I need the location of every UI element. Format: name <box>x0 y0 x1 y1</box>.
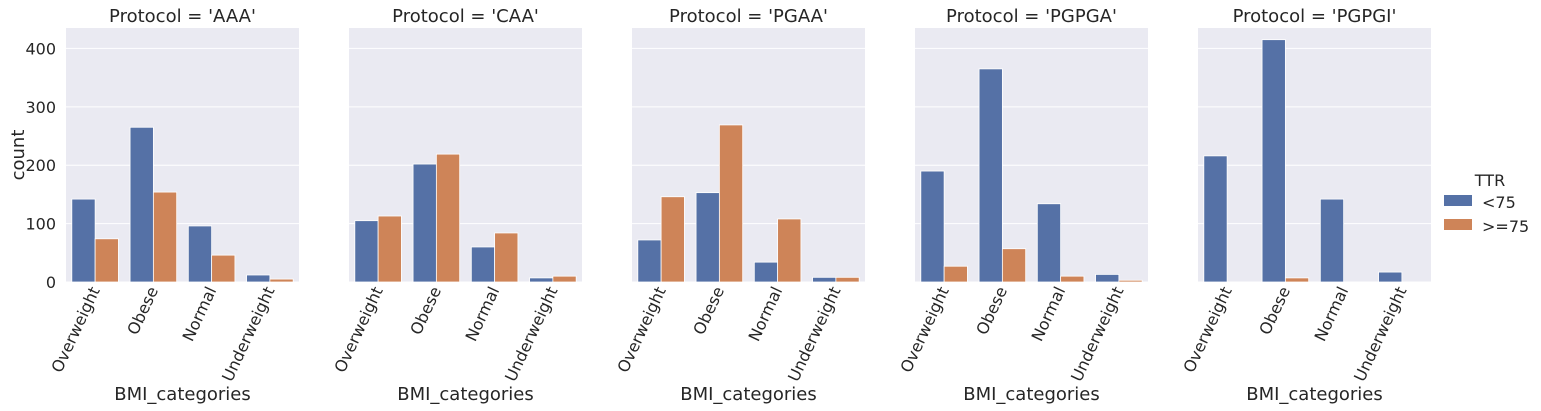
bar <box>354 220 379 283</box>
bar <box>1203 155 1228 283</box>
x-tick-label: Obese <box>1255 284 1294 338</box>
x-tick-label: Obese <box>123 284 162 338</box>
x-axis-label: BMI_categories <box>1246 384 1383 405</box>
panel-title: Protocol = 'PGPGI' <box>1233 6 1397 27</box>
x-tick-label: Obese <box>972 284 1011 338</box>
x-tick-label: Obese <box>689 284 728 338</box>
panel-background <box>1198 28 1431 282</box>
x-axis-label: BMI_categories <box>114 384 251 405</box>
x-tick-label: Normal <box>1311 284 1353 344</box>
bar <box>978 68 1003 283</box>
bar <box>1060 275 1085 283</box>
bar <box>1095 274 1120 283</box>
y-tick-label: 300 <box>25 98 56 117</box>
y-tick-label: 200 <box>25 156 56 175</box>
bar <box>1118 279 1143 283</box>
bar <box>1036 203 1062 283</box>
legend-swatch <box>1444 219 1472 230</box>
bar <box>529 277 554 283</box>
bar <box>1284 277 1310 283</box>
x-tick-label: Underweight <box>784 284 844 385</box>
x-tick-label: Underweight <box>501 284 561 385</box>
bar <box>753 261 779 283</box>
panel-title: Protocol = 'AAA' <box>109 6 256 27</box>
legend-title: TTR <box>1474 171 1505 190</box>
x-tick-label: Normal <box>179 284 221 344</box>
y-axis-label: count <box>8 130 29 181</box>
bar <box>777 218 802 283</box>
x-tick-label: Underweight <box>218 284 278 385</box>
x-tick-label: Underweight <box>1350 284 1410 385</box>
bar <box>660 196 685 283</box>
bar <box>552 275 577 283</box>
x-tick-label: Overweight <box>330 284 386 376</box>
x-tick-label: Overweight <box>613 284 669 376</box>
panel-title: Protocol = 'PGAA' <box>669 6 828 27</box>
bar <box>71 198 96 283</box>
bar <box>1319 198 1345 283</box>
bar <box>412 163 437 283</box>
bar <box>835 276 860 283</box>
y-tick-label: 0 <box>46 273 56 292</box>
bar <box>470 246 496 283</box>
bar <box>637 239 662 283</box>
bar <box>435 153 461 283</box>
bar <box>920 170 945 283</box>
panel-background <box>915 28 1148 282</box>
bar <box>269 278 294 283</box>
x-axis-label: BMI_categories <box>680 384 817 405</box>
y-tick-label: 100 <box>25 215 56 234</box>
x-tick-label: Overweight <box>47 284 103 376</box>
bar <box>94 238 119 283</box>
bar <box>695 192 720 283</box>
bar <box>211 254 236 283</box>
x-tick-label: Overweight <box>1179 284 1235 376</box>
bar <box>494 232 519 283</box>
bar <box>1001 248 1027 283</box>
x-tick-label: Normal <box>1028 284 1070 344</box>
bar <box>1261 39 1286 283</box>
bar <box>377 215 402 283</box>
x-tick-label: Normal <box>462 284 504 344</box>
legend-entry: <75 <box>1482 193 1516 212</box>
legend-entry: >=75 <box>1482 217 1529 236</box>
panel-title: Protocol = 'CAA' <box>392 6 539 27</box>
bar <box>152 191 178 283</box>
bar <box>943 265 968 283</box>
legend-swatch <box>1444 195 1472 206</box>
panel-title: Protocol = 'PGPGA' <box>946 6 1117 27</box>
bar <box>718 124 744 283</box>
x-tick-label: Normal <box>745 284 787 344</box>
x-axis-label: BMI_categories <box>397 384 534 405</box>
bar <box>1378 271 1403 283</box>
bar <box>129 126 154 283</box>
bar <box>246 274 271 283</box>
x-tick-label: Underweight <box>1067 284 1127 385</box>
x-tick-label: Overweight <box>896 284 952 376</box>
x-tick-label: Obese <box>406 284 445 338</box>
bar <box>812 276 837 283</box>
x-axis-label: BMI_categories <box>963 384 1100 405</box>
bar <box>187 225 213 283</box>
y-tick-label: 400 <box>25 39 56 58</box>
